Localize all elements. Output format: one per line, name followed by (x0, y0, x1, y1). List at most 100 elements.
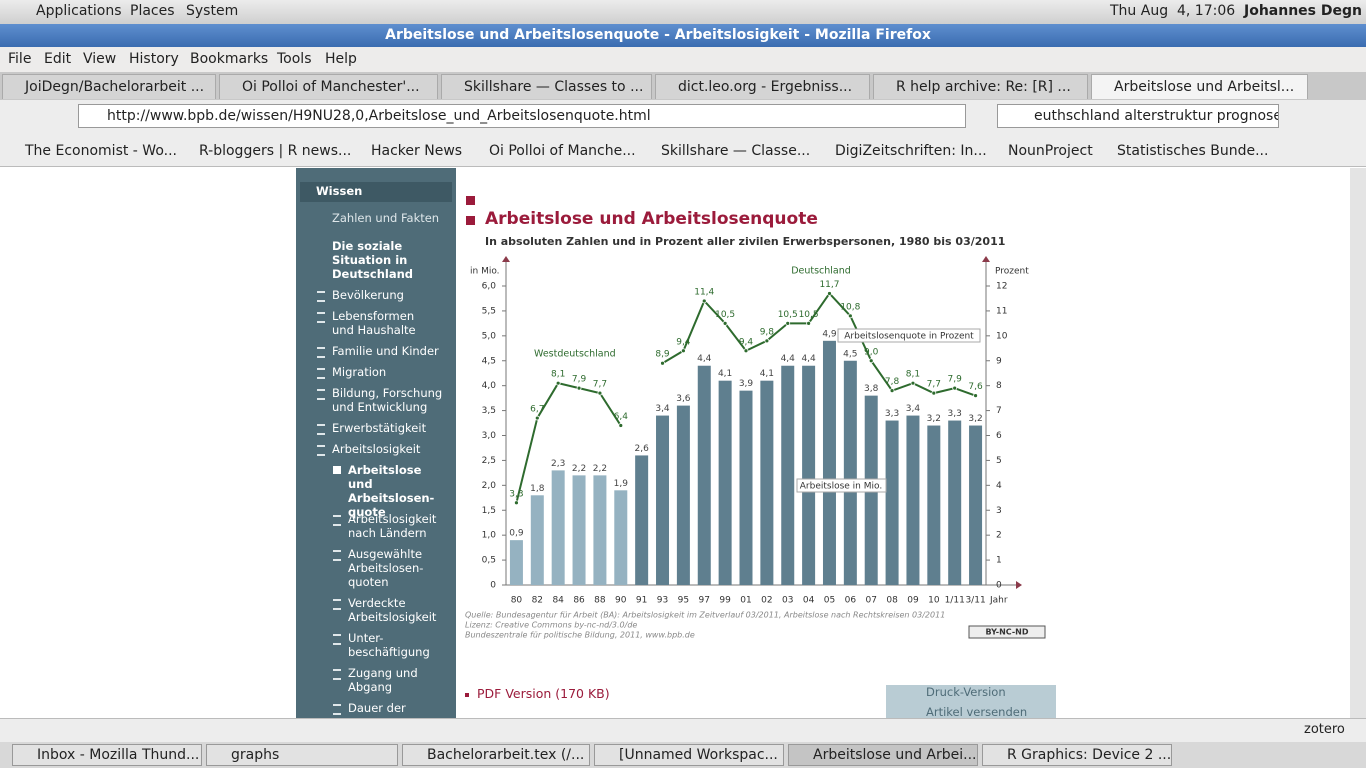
tab[interactable]: R help archive: Re: [R] ... (873, 74, 1088, 99)
nav-item[interactable]: Verdeckte Arbeitslosigkeit (348, 596, 437, 624)
nav-item[interactable]: Arbeitslosigkeit nach Ländern (348, 512, 437, 540)
task[interactable]: [Unnamed Workspac... (594, 744, 784, 766)
panel-menu[interactable]: System (186, 3, 239, 19)
x-tick-label: 09 (907, 596, 919, 606)
nav-item[interactable]: Unter-beschäftigung (348, 631, 430, 659)
value-label: 4,9 (822, 329, 837, 339)
menu[interactable]: Help (325, 51, 357, 67)
url-bar[interactable]: http://www.bpb.de/wissen/H9NU28,0,Arbeit… (78, 104, 966, 128)
value-label: 10,5 (778, 310, 798, 320)
y-tick-label: 5,0 (482, 331, 497, 341)
tab[interactable]: Skillshare — Classes to ... (441, 74, 652, 99)
icon (333, 466, 341, 474)
nav-item[interactable]: Zahlen und Fakten (332, 211, 440, 225)
nav-item[interactable]: Die soziale Situation in Deutschland (332, 239, 413, 281)
zotero[interactable]: zotero (1304, 722, 1345, 737)
y-tick-label: 2,0 (482, 481, 497, 491)
nav-item[interactable]: Wissen (316, 184, 363, 198)
bookmark[interactable]: Hacker News (371, 143, 463, 159)
source: Quelle: Bundesagentur für Arbeit (BA): A… (465, 611, 945, 620)
search-box[interactable]: euthschland alterstruktur prognose (997, 104, 1279, 128)
value-label: 7,8 (885, 377, 900, 387)
x-tick-label: 1/11 (945, 596, 965, 606)
nav-item[interactable]: Zugang und Abgang (348, 666, 418, 694)
value-label: 8,1 (906, 370, 920, 380)
series-label: Westdeutschland (534, 349, 616, 360)
menu[interactable]: History (129, 51, 179, 67)
value-label: 3,9 (739, 379, 754, 389)
bar (572, 475, 586, 585)
bookmark[interactable]: Oi Polloi of Manche... (489, 143, 636, 159)
y-tick-label: 0,5 (482, 556, 496, 566)
x-tick-label: 97 (699, 596, 710, 606)
task[interactable]: Inbox - Mozilla Thund... (12, 744, 202, 766)
bookmark[interactable]: NounProject (1008, 143, 1093, 159)
value-label: 4,1 (718, 369, 732, 379)
point (680, 348, 686, 354)
menu[interactable]: View (83, 51, 117, 67)
value-label: 1,8 (530, 484, 545, 494)
tab[interactable]: JoiDegn/Bachelorarbeit ... (2, 74, 216, 99)
marker (466, 196, 475, 205)
x-tick-label: 10 (928, 596, 940, 606)
panel-menu[interactable]: Places (130, 3, 175, 19)
tab-active[interactable]: Arbeitslose und Arbeitsl... (1091, 74, 1308, 99)
value-label: 4,5 (843, 349, 857, 359)
icon (317, 445, 325, 456)
nav-item[interactable]: Ausgewählte Arbeitslosen-quoten (348, 547, 424, 589)
menu[interactable]: File (8, 51, 32, 67)
value-label: 3,3 (948, 409, 962, 419)
nav-item[interactable]: Dauer der (348, 701, 406, 715)
icon (317, 291, 325, 302)
nav-item[interactable]: Erwerbstätigkeit (332, 421, 427, 435)
pdf-link[interactable]: PDF Version (170 KB) (477, 686, 610, 701)
nav-item[interactable]: Familie und Kinder (332, 344, 439, 358)
tab[interactable]: dict.leo.org - Ergebniss... (655, 74, 870, 99)
license: BY-NC-ND (985, 628, 1028, 637)
task-active[interactable]: Arbeitslose und Arbei... (788, 744, 978, 766)
icon (333, 515, 341, 526)
bookmark[interactable]: Statistisches Bunde... (1117, 143, 1269, 159)
point (827, 291, 832, 296)
y-tick-label: 3,0 (482, 431, 497, 441)
y2-tick-label: 4 (996, 481, 1002, 491)
menu[interactable]: Bookmarks (190, 51, 269, 67)
send-link[interactable]: Artikel versenden (926, 705, 1028, 719)
panel-menu[interactable]: Applications (36, 3, 122, 19)
value-label: 3,2 (968, 414, 982, 424)
bookmark[interactable]: R-bloggers | R news... (199, 143, 352, 159)
icon (317, 347, 325, 358)
bookmark[interactable]: The Economist - Wo... (25, 143, 177, 159)
annotation-box (837, 328, 981, 343)
nav-item[interactable]: Arbeitslosigkeit (332, 442, 421, 456)
icon (333, 704, 341, 715)
x-tick-label: 90 (615, 596, 627, 606)
nav-item[interactable]: Lebensformen und Haushalte (332, 309, 416, 337)
print-link[interactable]: Druck-Version (926, 685, 1006, 699)
icon (333, 669, 341, 680)
nav-item-active[interactable]: Arbeitslose und Arbeitslosen-quote (348, 463, 435, 519)
annotation-box (796, 478, 887, 493)
nav-item[interactable]: Bevölkerung (332, 288, 404, 302)
bookmark[interactable]: DigiZeitschriften: In... (835, 143, 987, 159)
nav-item[interactable]: Migration (332, 365, 387, 379)
sidebar (296, 168, 456, 718)
x-tick-label: 08 (886, 596, 898, 606)
point (597, 390, 603, 396)
value-label: 4,1 (760, 369, 774, 379)
y2-tick-label: 7 (996, 406, 1002, 416)
menu[interactable]: Tools (277, 51, 312, 67)
nav-item[interactable]: Bildung, Forschung und Entwicklung (332, 386, 443, 414)
menu[interactable]: Edit (44, 51, 72, 67)
bar (697, 365, 711, 585)
tab[interactable]: Oi Polloi of Manchester'... (219, 74, 438, 99)
bookmark[interactable]: Skillshare — Classe... (661, 143, 811, 159)
y-tick-label: 4,5 (482, 356, 496, 366)
scrollbar[interactable] (1350, 168, 1366, 718)
task[interactable]: R Graphics: Device 2 ... (982, 744, 1172, 766)
bar (551, 470, 565, 585)
bar (802, 365, 816, 585)
value-label: 9,4 (739, 337, 754, 347)
task[interactable]: graphs (206, 744, 398, 766)
task[interactable]: Bachelorarbeit.tex (/... (402, 744, 590, 766)
